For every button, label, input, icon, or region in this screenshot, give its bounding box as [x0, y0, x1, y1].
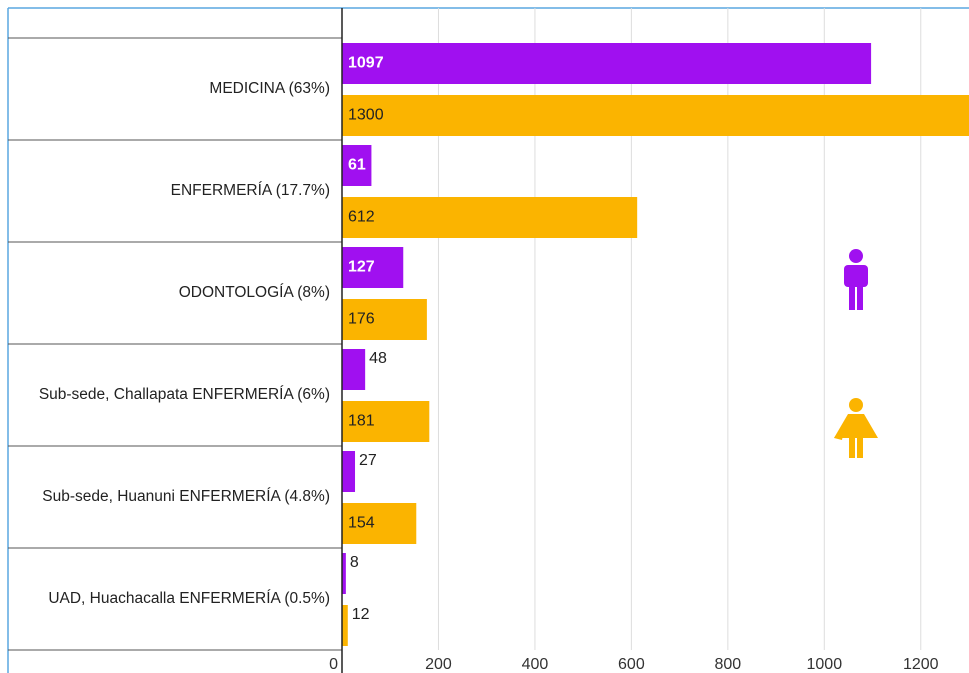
- category-label: Sub-sede, Challapata ENFERMERÍA (6%): [38, 386, 330, 403]
- bar: [342, 553, 346, 594]
- x-tick-label: 400: [522, 656, 549, 673]
- category-label: Sub-sede, Huanuni ENFERMERÍA (4.8%): [42, 488, 330, 505]
- value-label: 1097: [348, 55, 384, 72]
- value-label: 61: [348, 157, 366, 174]
- value-label: 154: [348, 515, 375, 532]
- category-label: ODONTOLOGÍA (8%): [178, 284, 330, 301]
- value-label: 12: [352, 606, 370, 623]
- bar: [342, 503, 417, 544]
- bar: [342, 145, 372, 186]
- bar: [342, 43, 872, 84]
- value-label: 181: [348, 413, 375, 430]
- bar: [342, 299, 427, 340]
- category-label: UAD, Huachacalla ENFERMERÍA (0.5%): [48, 590, 330, 607]
- value-label: 1300: [348, 107, 384, 124]
- value-label: 127: [348, 259, 375, 276]
- x-tick-label: 800: [714, 656, 741, 673]
- bar: [342, 401, 430, 442]
- female-icon: [834, 398, 878, 458]
- x-tick-label: 0: [329, 656, 338, 673]
- x-tick-label: 1200: [903, 656, 939, 673]
- category-label: ENFERMERÍA (17.7%): [170, 182, 330, 199]
- bar: [342, 95, 969, 136]
- bar: [342, 451, 356, 492]
- value-label: 612: [348, 209, 375, 226]
- bar: [342, 605, 348, 646]
- x-tick-label: 600: [618, 656, 645, 673]
- x-tick-label: 1000: [807, 656, 843, 673]
- bar: [342, 197, 638, 238]
- value-label: 27: [359, 452, 377, 469]
- bar: [342, 349, 366, 390]
- bar: [342, 247, 404, 288]
- male-icon: [844, 249, 868, 310]
- category-label: MEDICINA (63%): [209, 80, 330, 97]
- value-label: 176: [348, 311, 375, 328]
- value-label: 8: [350, 554, 359, 571]
- value-label: 48: [369, 350, 387, 367]
- x-tick-label: 200: [425, 656, 452, 673]
